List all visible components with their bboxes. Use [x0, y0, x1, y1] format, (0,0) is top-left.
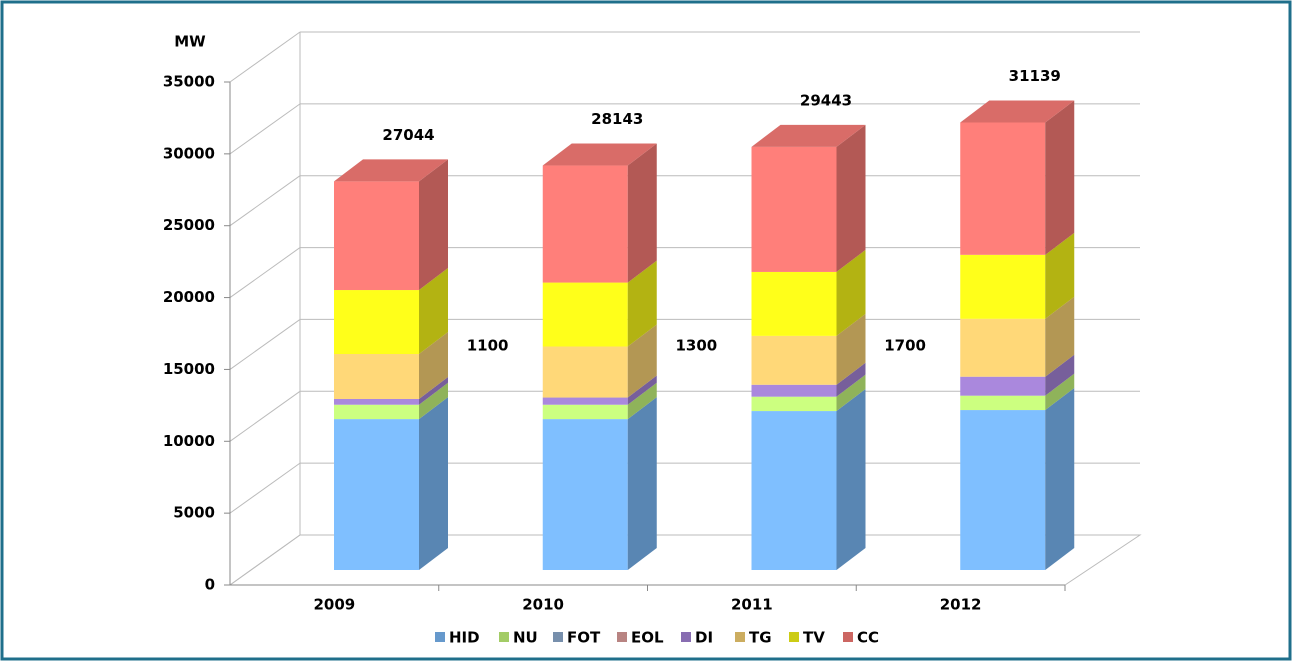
total-label: 29443 — [800, 91, 852, 109]
bar-side — [836, 124, 866, 272]
total-label: 31139 — [1009, 67, 1061, 85]
bar-side — [419, 268, 448, 354]
bar-front — [542, 282, 628, 347]
bar-side — [836, 249, 866, 336]
bar-side — [1045, 373, 1075, 411]
bar-front — [751, 411, 837, 570]
x-tick-label: 2010 — [522, 596, 564, 614]
bar-side — [627, 324, 657, 398]
bar-side — [627, 375, 657, 405]
legend-swatch — [553, 632, 563, 642]
bar-top — [334, 159, 448, 182]
grid-line-side — [229, 462, 301, 514]
x-tick-label: 2009 — [314, 596, 356, 614]
between-label: 1700 — [884, 337, 926, 355]
bar-side — [1045, 354, 1075, 396]
bar-front — [960, 395, 1046, 411]
grid-line-side — [229, 390, 301, 442]
between-label: 1300 — [676, 337, 718, 355]
bar-front — [542, 346, 628, 398]
y-tick-label: 15000 — [163, 360, 215, 378]
bar-front — [751, 335, 837, 385]
x-tick-label: 2011 — [731, 596, 773, 614]
y-tick-label: 0 — [205, 576, 215, 594]
bar-side — [419, 376, 448, 405]
bar-front — [751, 384, 837, 397]
axis-title: MW — [174, 33, 206, 51]
bar-front — [960, 410, 1046, 570]
x-tick-label: 2012 — [940, 596, 982, 614]
legend-swatch — [617, 632, 627, 642]
legend-swatch — [789, 632, 799, 642]
legend-swatch — [499, 632, 509, 642]
bar-side — [419, 331, 448, 399]
legend-swatch — [843, 632, 853, 642]
legend-swatch — [435, 632, 445, 642]
bar-side — [1045, 232, 1075, 319]
bar-front — [334, 404, 419, 420]
bar-front — [751, 396, 837, 412]
y-tick-label: 35000 — [163, 73, 215, 91]
legend-label: CC — [857, 629, 879, 647]
legend-label: FOT — [567, 629, 601, 647]
bar-side — [836, 362, 866, 397]
bar-front — [334, 398, 419, 405]
total-label: 28143 — [591, 110, 643, 128]
bar-front — [960, 376, 1046, 396]
bar-front — [334, 290, 419, 354]
bar-front — [334, 353, 419, 399]
bar-side — [836, 374, 866, 412]
bar-side — [627, 397, 657, 570]
total-label: 27044 — [382, 126, 434, 144]
legend-label: DI — [695, 629, 713, 647]
bar-front — [542, 419, 628, 570]
bar-top — [960, 100, 1075, 123]
bar-front — [960, 122, 1046, 255]
bar-side — [419, 159, 448, 291]
legend-label: TV — [803, 629, 825, 647]
bar-front — [542, 404, 628, 420]
y-tick-label: 30000 — [163, 144, 215, 162]
bar-top — [751, 124, 866, 147]
bar-top — [542, 143, 657, 166]
bar-front — [960, 318, 1046, 377]
y-tick-label: 20000 — [163, 288, 215, 306]
bar-front — [751, 271, 837, 336]
legend-swatch — [735, 632, 745, 642]
legend-label: TG — [749, 629, 772, 647]
bar-front — [542, 165, 628, 283]
y-tick-label: 25000 — [163, 216, 215, 234]
between-label: 1100 — [467, 337, 509, 355]
y-tick-label: 5000 — [173, 504, 215, 522]
bar-side — [419, 382, 448, 420]
bar-side — [627, 260, 657, 347]
bar-front — [334, 419, 419, 570]
legend-label: NU — [513, 629, 538, 647]
bar-side — [1045, 388, 1075, 570]
legend-label: EOL — [631, 629, 664, 647]
bar-side — [836, 389, 866, 570]
bar-side — [627, 382, 657, 420]
grid-line-side — [229, 534, 301, 586]
legend-label: HID — [449, 629, 480, 647]
bar-front — [751, 146, 837, 272]
bar-front — [542, 397, 628, 405]
bar-side — [1045, 100, 1075, 255]
bar-front — [334, 181, 419, 291]
grid-line-side — [229, 247, 301, 298]
bar-side — [1045, 296, 1075, 377]
grid-line-side — [229, 31, 301, 83]
bar-side — [627, 143, 657, 283]
bar-side — [836, 313, 866, 385]
grid-line-side — [229, 319, 301, 370]
y-tick-label: 10000 — [163, 432, 215, 450]
grid-line-side — [229, 103, 301, 155]
grid-line-side — [229, 175, 301, 227]
legend-swatch — [681, 632, 691, 642]
bar-front — [960, 254, 1046, 319]
bar-side — [419, 397, 448, 570]
